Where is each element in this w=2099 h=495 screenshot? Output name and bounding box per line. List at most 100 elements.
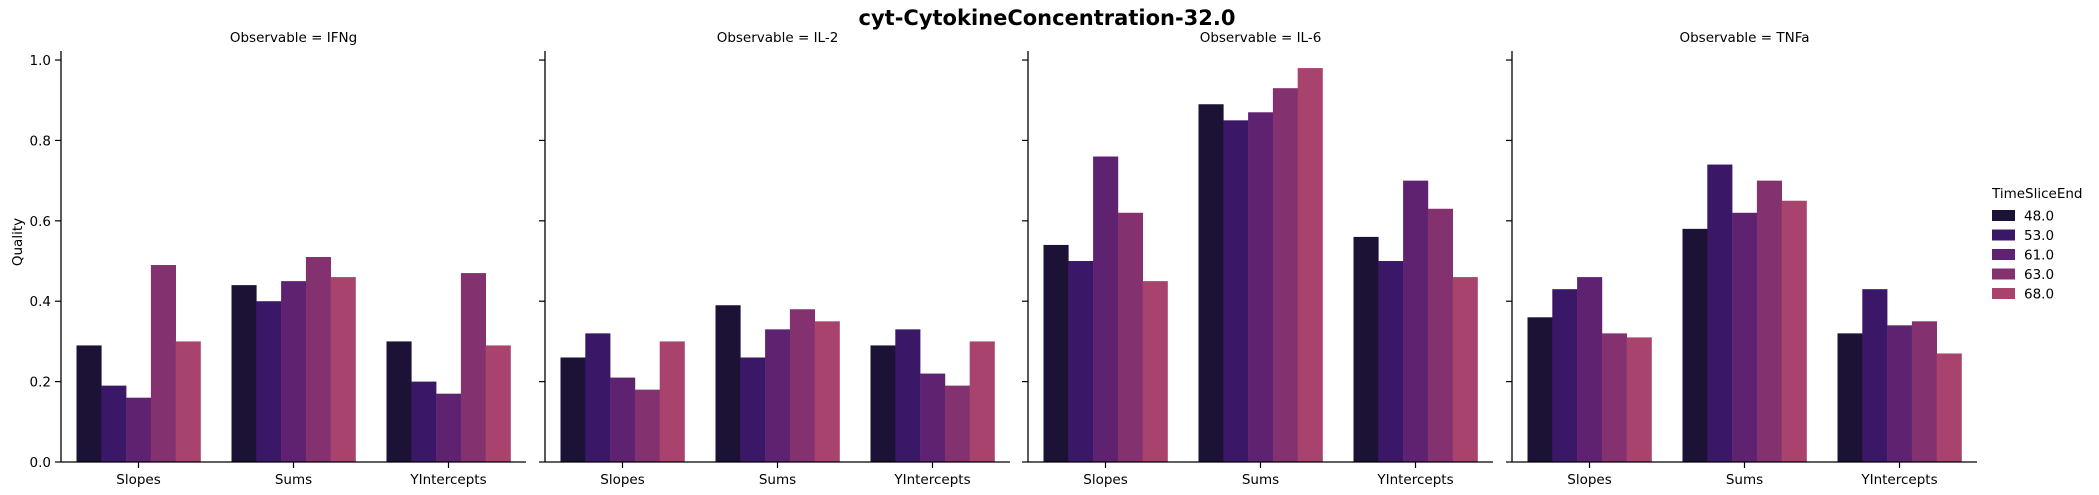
bar (1732, 212, 1758, 462)
x-tick-label: YIntercepts (893, 472, 970, 488)
bar (330, 277, 356, 462)
bar (1093, 156, 1119, 462)
bar (1936, 353, 1962, 462)
bar (175, 341, 201, 462)
y-tick-label: 0.2 (30, 375, 51, 391)
bar (610, 377, 636, 462)
bar (1707, 164, 1733, 463)
panel-title: Observable = IFNg (230, 30, 357, 46)
legend-title: TimeSliceEnd (1991, 186, 2083, 202)
bar (126, 397, 152, 462)
bar (76, 345, 102, 462)
bar (231, 285, 257, 462)
bar (436, 393, 462, 462)
y-tick-label: 0.0 (30, 455, 51, 471)
x-tick-label: Sums (759, 472, 796, 488)
bar (870, 345, 896, 462)
x-tick-label: YIntercepts (409, 472, 486, 488)
legend-entry: 68.0 (2024, 287, 2054, 303)
bar (1756, 180, 1782, 462)
x-tick-label: YIntercepts (1376, 472, 1453, 488)
bar (1552, 289, 1578, 462)
bar (1577, 277, 1603, 462)
bar (560, 357, 586, 462)
x-tick-label: Sums (275, 472, 312, 488)
x-tick-label: Sums (1726, 472, 1763, 488)
legend-swatch (1992, 210, 2015, 221)
bar (765, 329, 791, 462)
bar (1911, 321, 1937, 462)
x-tick-label: YIntercepts (1860, 472, 1937, 488)
x-tick-label: Slopes (116, 472, 161, 488)
bar (485, 345, 511, 462)
bar (1781, 200, 1807, 463)
bar (1887, 325, 1913, 462)
y-tick-label: 0.6 (30, 214, 51, 230)
bar (715, 305, 741, 462)
bar (1403, 180, 1429, 462)
legend-entry: 48.0 (2024, 209, 2054, 225)
panel-4: Observable = TNFa Slopes Sums YIntercepts (1506, 30, 1977, 488)
panel-1: Observable = IFNg 0.0 0.2 0.4 0.6 0.8 1.0 Slope… (30, 30, 526, 488)
bar (659, 341, 685, 462)
bar (1043, 244, 1069, 462)
bar (1248, 112, 1274, 462)
legend-swatch (1992, 249, 2015, 260)
bar (920, 373, 946, 462)
legend-entry: 61.0 (2024, 248, 2054, 264)
bar (1626, 337, 1652, 462)
bar (256, 301, 282, 462)
bar (944, 385, 970, 462)
bar (305, 257, 331, 462)
bar (1862, 289, 1888, 462)
bar (740, 357, 766, 462)
bar (281, 281, 307, 462)
bar (1353, 236, 1379, 462)
bar (1452, 277, 1478, 462)
bar (1272, 88, 1298, 463)
bar (1601, 333, 1627, 462)
bar (386, 341, 412, 462)
bar (969, 341, 995, 462)
y-tick-label: 1.0 (30, 53, 51, 69)
bar (1378, 261, 1404, 462)
bar (1223, 120, 1249, 462)
bar (1837, 333, 1863, 462)
bar (411, 381, 437, 462)
bar (150, 265, 176, 462)
panel-2: Observable = IL-2 Slopes Sums YIntercepts (539, 30, 1010, 488)
y-axis-label: Quality (10, 218, 26, 266)
x-tick-label: Slopes (1567, 472, 1612, 488)
bar (1427, 208, 1453, 462)
bar (101, 385, 127, 462)
y-tick-label: 0.8 (30, 133, 51, 149)
bar (1297, 68, 1323, 462)
bar (1117, 212, 1143, 462)
legend-entry: 53.0 (2024, 228, 2054, 244)
x-tick-label: Slopes (600, 472, 645, 488)
legend-swatch (1992, 268, 2015, 280)
bar (1527, 317, 1553, 462)
x-tick-label: Sums (1242, 472, 1279, 488)
bar (1068, 261, 1094, 462)
panel-3: Observable = IL-6 Slopes Sums YIntercepts (1022, 30, 1493, 488)
bar (585, 333, 611, 462)
bar (460, 273, 486, 462)
panel-title: Observable = IL-2 (717, 30, 839, 46)
legend: TimeSliceEnd 48.0 53.0 61.0 63.0 68.0 (1991, 186, 2083, 303)
panel-title: Observable = TNFa (1679, 30, 1809, 46)
bar (814, 321, 840, 462)
panels: Observable = IFNg 0.0 0.2 0.4 0.6 0.8 1.0 Slope… (30, 30, 1977, 488)
bar (1198, 104, 1224, 462)
chart-title: cyt-CytokineConcentration-32.0 (859, 6, 1236, 30)
bar (1682, 228, 1708, 462)
bar (634, 389, 660, 462)
legend-swatch (1992, 288, 2015, 299)
x-tick-label: Slopes (1083, 472, 1128, 488)
bar (789, 309, 815, 462)
bar (895, 329, 921, 462)
bar (1142, 281, 1168, 462)
legend-swatch (1992, 229, 2015, 241)
panel-title: Observable = IL-6 (1200, 30, 1322, 46)
